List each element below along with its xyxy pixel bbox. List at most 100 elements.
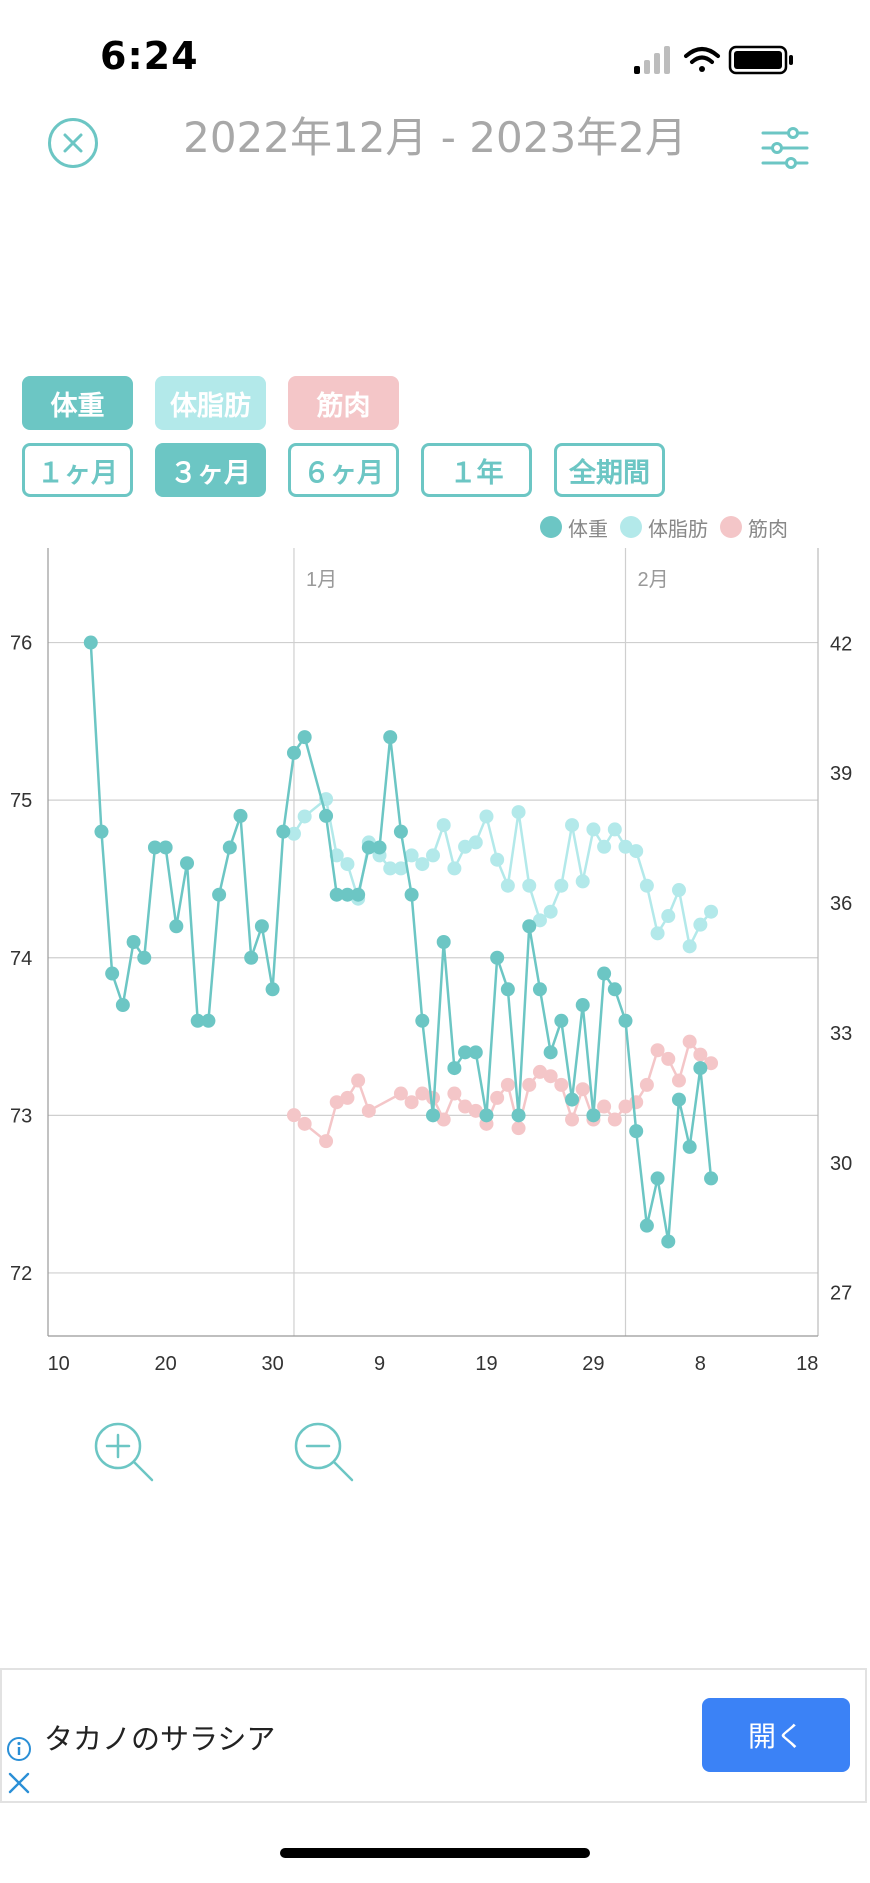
data-point — [500, 982, 515, 997]
data-point — [340, 857, 355, 872]
data-point — [554, 1077, 569, 1092]
period-label: １年 — [449, 457, 504, 489]
data-point — [490, 1090, 505, 1105]
data-point — [190, 1013, 205, 1028]
data-point — [693, 1047, 708, 1062]
data-point — [522, 1077, 537, 1092]
x-tick-label: 18 — [796, 1353, 818, 1370]
zoom-out-icon[interactable] — [290, 1418, 360, 1488]
data-point — [479, 1108, 494, 1123]
data-point — [458, 1045, 473, 1060]
data-point — [137, 950, 152, 965]
battery-icon — [728, 45, 793, 75]
data-point — [704, 904, 719, 919]
period-1-year-button[interactable]: １年 — [421, 443, 532, 497]
data-point — [126, 935, 141, 949]
body-composition-chart[interactable]: 72 73 74 75 76 27 30 33 36 39 42 1月 2月 10 20 30 9 19 29 8 18 — [0, 540, 870, 1370]
data-point — [458, 839, 473, 854]
data-point — [169, 919, 184, 934]
legend-label: 体重 — [568, 516, 608, 541]
data-point — [629, 844, 644, 859]
data-point — [618, 839, 633, 854]
x-tick-label: 19 — [475, 1353, 497, 1370]
data-point — [383, 861, 398, 876]
metric-label: 体重 — [50, 390, 105, 422]
y-right-tick-label: 39 — [830, 763, 852, 785]
data-point — [297, 730, 312, 745]
status-time: 6:24 — [100, 34, 199, 78]
data-point — [629, 1095, 644, 1110]
metric-label: 体脂肪 — [170, 390, 251, 422]
series-line — [89, 642, 713, 1243]
x-tick-label: 20 — [155, 1353, 177, 1370]
data-point — [543, 1045, 558, 1060]
data-point — [490, 852, 505, 867]
data-point — [458, 1099, 473, 1114]
data-point — [500, 1077, 515, 1092]
data-point — [447, 1086, 462, 1101]
period-label: ６ヶ月 — [303, 457, 384, 489]
data-point — [361, 840, 376, 855]
metric-muscle-button[interactable]: 筋肉 — [288, 376, 399, 430]
data-point — [650, 1043, 665, 1058]
data-point — [340, 887, 355, 902]
data-point — [361, 1103, 376, 1118]
data-point — [468, 835, 483, 850]
ad-open-button[interactable]: 開く — [702, 1698, 850, 1772]
data-point — [115, 998, 130, 1013]
legend-label: 体脂肪 — [648, 516, 708, 541]
info-icon[interactable] — [6, 1736, 32, 1762]
data-point — [265, 982, 280, 997]
close-button[interactable] — [48, 118, 98, 168]
data-point — [393, 824, 408, 839]
data-point — [180, 856, 195, 871]
wifi-icon — [684, 47, 720, 72]
data-point — [575, 998, 590, 1013]
data-point — [415, 857, 430, 872]
data-point — [500, 878, 515, 893]
data-point — [661, 1234, 676, 1249]
settings-button[interactable] — [760, 126, 810, 170]
period-3-months-button[interactable]: ３ヶ月 — [155, 443, 266, 497]
close-icon[interactable] — [6, 1770, 32, 1796]
data-point — [693, 1061, 708, 1076]
period-all-button[interactable]: 全期間 — [554, 443, 665, 497]
data-point — [597, 839, 612, 854]
legend-label: 筋肉 — [748, 516, 788, 541]
y-left-tick-label: 72 — [10, 1263, 32, 1285]
data-point — [351, 887, 366, 902]
data-point — [511, 805, 526, 820]
data-point — [426, 848, 440, 863]
data-point — [201, 1013, 216, 1028]
data-point — [671, 883, 686, 898]
data-point — [554, 878, 569, 893]
data-point — [447, 861, 462, 876]
period-1-month-button[interactable]: １ヶ月 — [22, 443, 133, 497]
data-point — [286, 745, 301, 760]
y-right-tick-label: 33 — [830, 1023, 852, 1045]
y-left-tick-label: 73 — [10, 1105, 32, 1127]
data-point — [522, 919, 537, 934]
data-point — [415, 1013, 430, 1028]
ad-title: タカノのサラシア — [44, 1722, 276, 1756]
zoom-in-icon[interactable] — [90, 1418, 160, 1488]
metric-weight-button[interactable]: 体重 — [22, 376, 133, 430]
data-point — [233, 808, 248, 823]
data-point — [351, 1073, 366, 1088]
legend-item-weight: 体重 — [540, 513, 608, 542]
data-point — [329, 1095, 344, 1110]
metric-label: 筋肉 — [316, 390, 371, 422]
data-point — [254, 919, 269, 934]
data-point — [704, 1056, 719, 1071]
data-point — [661, 909, 676, 924]
data-point — [329, 848, 344, 863]
data-point — [597, 1099, 612, 1114]
data-point — [575, 1082, 590, 1097]
data-point — [575, 874, 590, 889]
period-6-months-button[interactable]: ６ヶ月 — [288, 443, 399, 497]
data-point — [671, 1092, 686, 1107]
metric-body-fat-button[interactable]: 体脂肪 — [155, 376, 266, 430]
data-point — [511, 1108, 526, 1123]
data-point — [650, 1171, 665, 1186]
x-tick-label: 8 — [695, 1353, 706, 1370]
